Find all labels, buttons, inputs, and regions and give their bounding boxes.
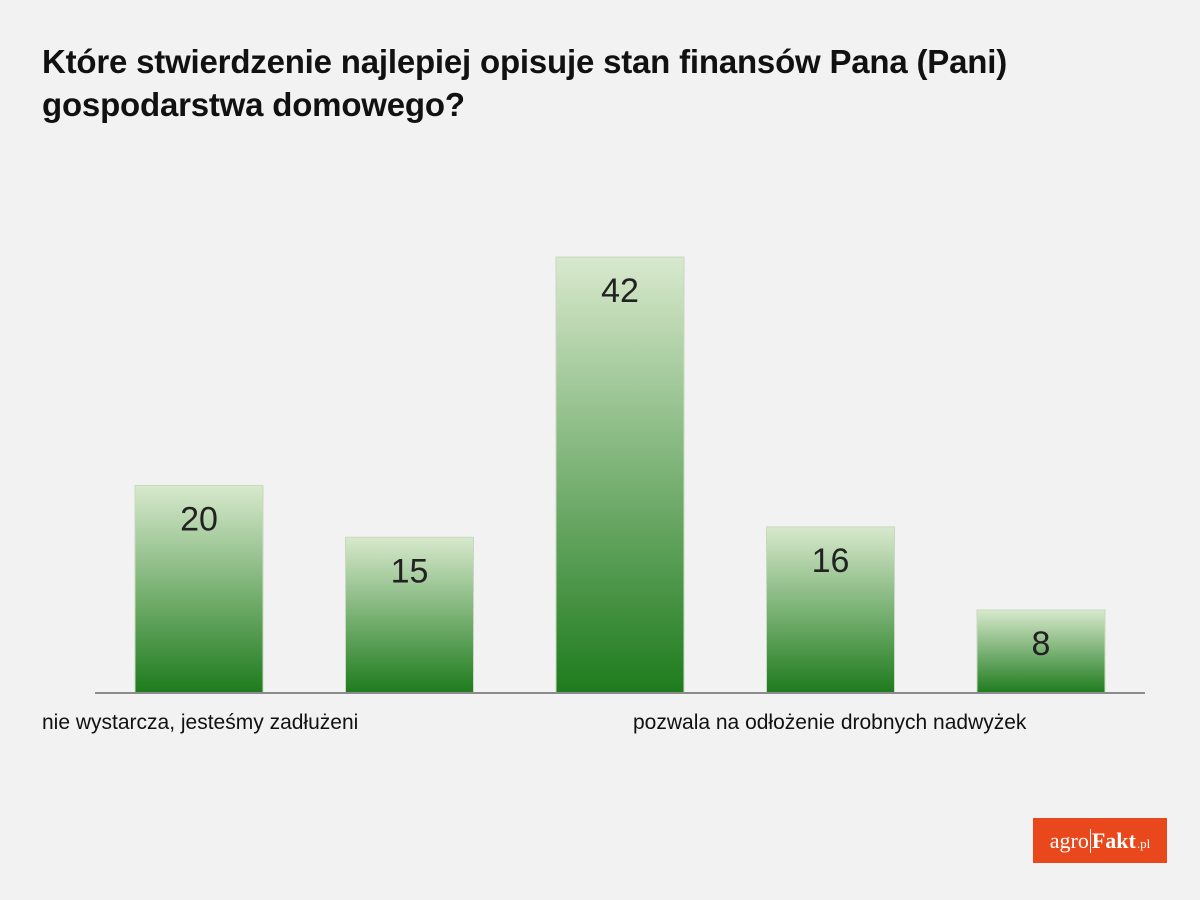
bar-4 [766,526,895,694]
logo-separator [1089,828,1091,853]
logo-text-agro: agro [1049,827,1089,853]
bar-2 [345,536,474,694]
agrofakt-logo: agro Fakt .pl [1033,818,1167,863]
bar-value-label-4: 16 [812,542,850,580]
bar-value-label-2: 15 [391,552,429,590]
bar-5 [976,609,1106,694]
bar-3 [555,256,685,694]
bar-value-label-1: 20 [180,500,218,538]
category-labels-layer: nie wystarcza, jesteśmy zadłużeni pozwala… [42,711,1027,734]
bars-layer: 20 15 42 16 8 [134,256,1106,694]
category-label-4: pozwala na odłożenie drobnych nadwyżek [633,711,1027,734]
category-label-1: nie wystarcza, jesteśmy zadłużeni [42,711,358,734]
logo-text-domain: .pl [1136,835,1151,851]
bar-value-label-5: 8 [1032,625,1051,663]
logo-text-fakt: Fakt [1091,827,1136,853]
bar-value-label-3: 42 [601,272,639,310]
chart-title: Które stwierdzenie najlepiej opisuje sta… [42,43,1007,123]
